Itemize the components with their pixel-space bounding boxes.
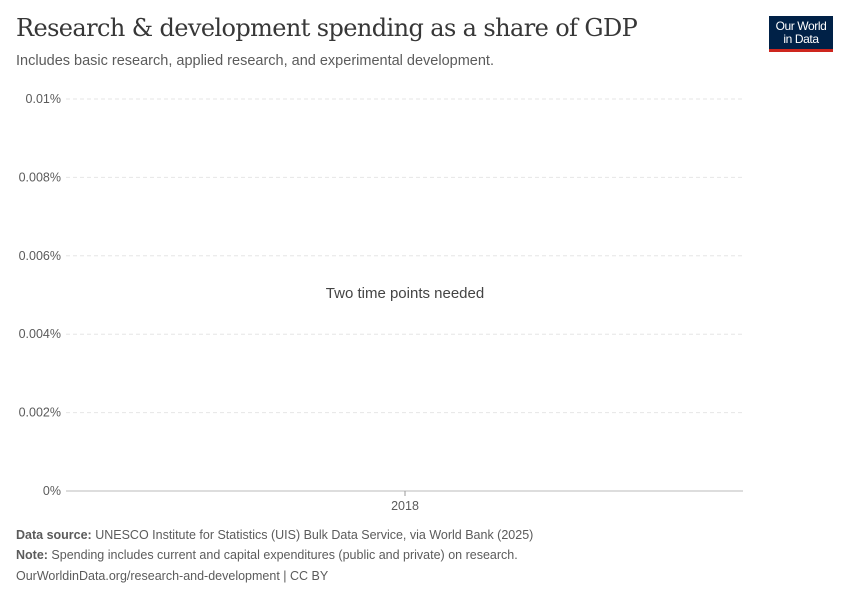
chart-title: Research & development spending as a sha… [16,14,638,42]
source-label: Data source: [16,528,92,542]
note-label: Note: [16,548,48,562]
y-tick-label: 0.006% [19,249,61,263]
x-tick-label: 2018 [391,499,419,513]
note: Note: Spending includes current and capi… [16,548,518,562]
y-tick-label: 0.01% [26,92,61,106]
note-text: Spending includes current and capital ex… [47,548,518,562]
owid-logo[interactable]: Our World in Data [769,16,833,52]
no-data-message: Two time points needed [326,285,484,302]
y-tick-label: 0.002% [19,406,61,420]
y-tick-label: 0% [43,484,61,498]
data-source: Data source: UNESCO Institute for Statis… [16,528,533,542]
source-url[interactable]: OurWorldinData.org/research-and-developm… [16,569,329,583]
chart-subtitle: Includes basic research, applied researc… [16,53,494,69]
y-tick-label: 0.008% [19,170,61,184]
y-tick-label: 0.004% [19,327,61,341]
source-text: UNESCO Institute for Statistics (UIS) Bu… [91,528,534,542]
